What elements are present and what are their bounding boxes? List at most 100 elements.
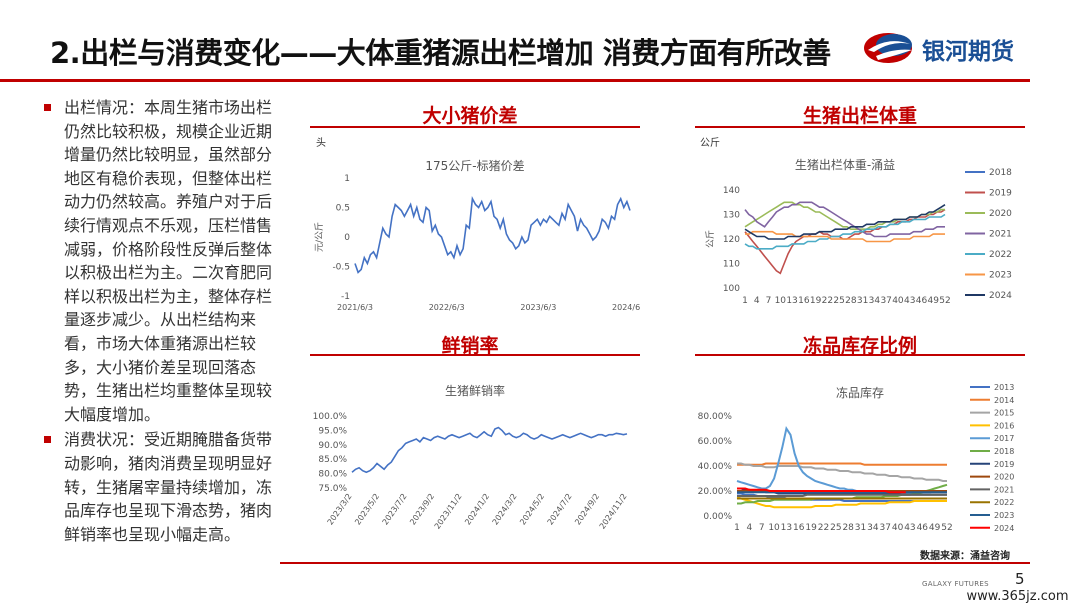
x-tick-label: 25 — [833, 296, 844, 306]
y-tick-label: 40.00% — [698, 462, 733, 472]
x-tick-label: 25 — [830, 523, 841, 533]
bullet-square-icon — [44, 104, 51, 111]
chart-title: 175公斤-标猪价差 — [425, 159, 524, 173]
legend-label: 2023 — [989, 271, 1012, 281]
x-tick-label: 1 — [742, 296, 748, 306]
series-line-2014 — [737, 462, 947, 466]
panel-heading-weight: 生猪出栏体重 — [802, 105, 917, 127]
x-tick-label: 1 — [734, 523, 740, 533]
x-tick-label: 28 — [845, 296, 857, 306]
y-tick-label: 110 — [723, 260, 740, 270]
x-tick-label: 43 — [904, 523, 915, 533]
x-tick-label: 2024/7/2 — [546, 492, 574, 527]
x-tick-label: 10 — [768, 523, 780, 533]
panel-divider — [310, 354, 640, 356]
x-tick-label: 37 — [880, 523, 891, 533]
footer-brand: GALAXY FUTURES — [922, 580, 989, 588]
x-tick-label: 43 — [904, 296, 915, 306]
series-line-2016 — [736, 496, 947, 509]
chart-title: 冻品库存 — [836, 385, 884, 400]
x-tick-label: 22 — [822, 296, 833, 306]
chart-title: 生猪出栏体重-涌益 — [795, 157, 895, 172]
legend-label: 2013 — [994, 383, 1014, 392]
x-tick-label: 2023/11/2 — [433, 492, 464, 531]
y-tick-label: 120 — [723, 235, 740, 245]
x-tick-label: 49 — [928, 296, 940, 306]
y-tick-label: 90.0% — [318, 441, 347, 451]
chart-frozen-stock: 冻品库存 0.00% 20.00% 40.00% 60.00% 80.00% 1 4 7 10 13… — [698, 383, 1015, 533]
y-tick-label: 85.0% — [318, 455, 347, 465]
watermark: www.365jz.com — [955, 587, 1080, 607]
y-tick-label: -1 — [341, 292, 350, 302]
bullet-text: 消费状况：受近期腌腊备货带动影响，猪肉消费呈现明显好转，生猪屠宰量持续增加，冻品… — [64, 430, 273, 544]
x-tick-label: 2023/6/3 — [520, 303, 556, 312]
panel-divider — [310, 126, 640, 128]
y-tick-label: 140 — [723, 186, 740, 196]
x-tick-label: 46 — [917, 523, 929, 533]
x-tick-label: 2024/9/2 — [573, 492, 601, 527]
x-tick-label: 52 — [941, 523, 952, 533]
x-tick-label: 2024/6/3 — [612, 303, 640, 312]
x-tick-label: 37 — [880, 296, 891, 306]
legend-label: 2015 — [994, 409, 1014, 418]
series-line-2024 — [744, 204, 946, 240]
x-tick-label: 2024/5/2 — [518, 492, 546, 527]
x-tick-label: 19 — [810, 296, 822, 306]
x-tick-label: 46 — [916, 296, 928, 306]
x-tick-label: 2024/11/2 — [598, 492, 629, 531]
x-tick-label: 34 — [869, 296, 881, 306]
panel-heading-frozen-stock: 冻品库存比例 — [802, 335, 917, 357]
series-line-2024 — [737, 487, 906, 494]
legend-label: 2016 — [994, 421, 1014, 430]
y-tick-label: 80.0% — [318, 470, 347, 480]
panel-unit: 公斤 — [700, 138, 720, 149]
chart-title: 生猪鲜销率 — [445, 383, 505, 398]
x-tick-label: 2023/7/2 — [381, 492, 409, 527]
y-tick-label: -0.5 — [332, 263, 350, 273]
legend-label: 2020 — [989, 209, 1012, 219]
x-tick-label: 10 — [775, 296, 787, 306]
y-tick-label: 75.0% — [318, 484, 347, 494]
header-divider — [0, 79, 1030, 82]
x-tick-label: 19 — [805, 523, 817, 533]
y-axis-label: 元/公斤 — [314, 222, 325, 252]
x-tick-label: 2023/5/2 — [353, 492, 381, 527]
x-tick-label: 40 — [892, 523, 904, 533]
chart-fresh-sales-rate: 生猪鲜销率 75.0% 80.0% 85.0% 90.0% 95.0% 100.0% 2023… — [313, 383, 629, 531]
series-line-2017 — [736, 425, 947, 495]
legend-label: 2018 — [989, 168, 1012, 178]
x-tick-label: 31 — [855, 523, 866, 533]
x-tick-label: 2023/3/2 — [326, 492, 354, 527]
footer-divider — [280, 562, 1030, 564]
panel-heading-fresh-sales: 鲜销率 — [441, 335, 499, 357]
legend-label: 2023 — [994, 511, 1014, 520]
legend-label: 2017 — [994, 434, 1014, 443]
y-tick-label: 0 — [344, 233, 350, 243]
series-line-main — [354, 196, 631, 274]
series-line-2021 — [737, 493, 947, 497]
bullet-list: 出栏情况：本周生猪市场出栏仍然比较积极，规模企业近期增量仍然比较明显，虽然部分地… — [42, 96, 282, 548]
x-tick-label: 22 — [818, 523, 829, 533]
x-tick-label: 16 — [798, 296, 810, 306]
x-tick-label: 52 — [939, 296, 950, 306]
x-tick-label: 4 — [754, 296, 760, 306]
y-tick-label: 0.00% — [703, 512, 732, 522]
x-tick-label: 34 — [867, 523, 879, 533]
x-tick-label: 16 — [793, 523, 805, 533]
x-tick-label: 7 — [759, 523, 765, 533]
x-tick-label: 40 — [892, 296, 904, 306]
y-tick-label: 0.5 — [336, 204, 350, 214]
x-tick-label: 2021/6/3 — [337, 303, 373, 312]
series-line-main — [351, 426, 628, 474]
logo: 银河期货 — [862, 28, 1042, 68]
legend-label: 2022 — [989, 250, 1012, 260]
legend-label: 2020 — [994, 473, 1014, 482]
x-tick-label: 31 — [857, 296, 868, 306]
x-tick-label: 28 — [842, 523, 854, 533]
panel-divider — [695, 354, 1025, 356]
source-note: 数据来源：涌益咨询 — [920, 551, 1010, 562]
slide-title: 2.出栏与消费变化——大体重猪源出栏增加 消费方面有所改善 — [50, 36, 831, 70]
series-line-2015 — [737, 462, 947, 482]
y-tick-label: 20.00% — [698, 487, 733, 497]
